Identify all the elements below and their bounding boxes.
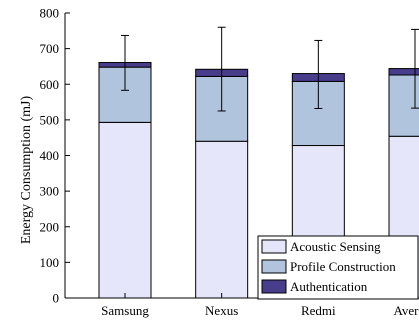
axes: 0 100 200 300 400 500 600 700 800 Samsung Nexus Red… [40,6,419,319]
bar-segment-acoustic-sensing-nexus [195,140,249,299]
x-tick-label-redmi: Redmi [301,303,336,318]
y-tick-label-500: 500 [40,112,60,127]
y-tick-label-700: 700 [40,41,60,56]
legend-label-acoustic-sensing: Acoustic Sensing [290,239,381,254]
y-tick-label-600: 600 [40,77,60,92]
bar-segment-profile-construction-average [388,74,419,137]
x-tick-label-samsung: Samsung [101,303,149,318]
legend-label-authentication: Authentication [290,279,368,294]
x-tick-label-nexus: Nexus [205,303,238,318]
bar-segment-acoustic-sensing-samsung [98,121,152,299]
y-tick-label-0: 0 [53,291,60,306]
y-tick-label-800: 800 [40,6,60,21]
y-tick-label-100: 100 [40,255,60,270]
legend-swatch-profile-construction [261,259,287,274]
y-tick-label-300: 300 [40,184,60,199]
y-axis-label: Energy Consumption (mJ) [19,96,34,245]
x-tick-label-average: Average [393,303,419,318]
legend-label-profile-construction: Profile Construction [290,259,396,274]
y-tick-label-400: 400 [40,148,60,163]
legend-swatch-authentication [261,279,287,294]
plot-area [98,26,419,299]
legend: Acoustic Sensing Profile Construction Auth… [257,235,419,300]
legend-swatch-acoustic-sensing [261,239,287,254]
y-tick-label-200: 200 [40,219,60,234]
